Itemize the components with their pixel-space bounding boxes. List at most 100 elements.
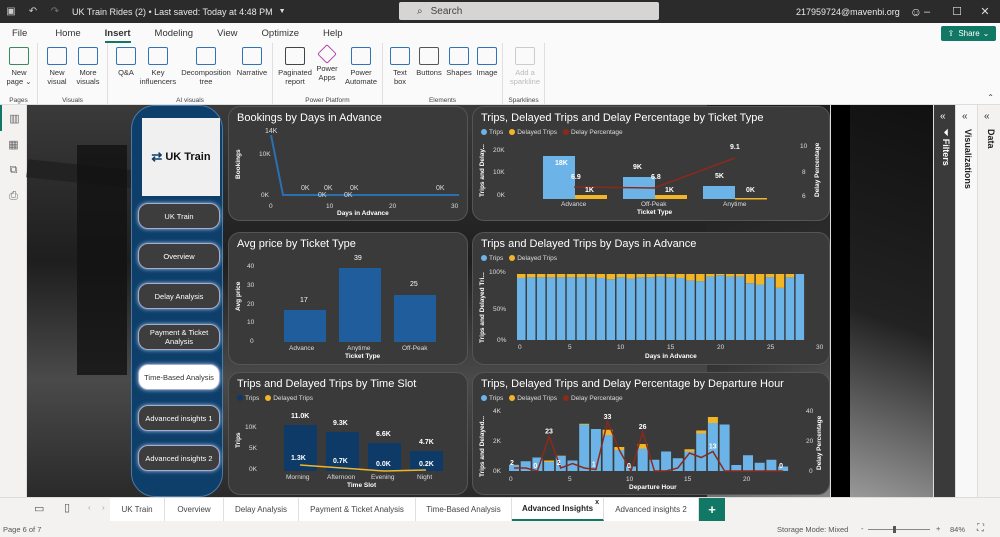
search-input[interactable]: ⌕ Search <box>399 2 659 20</box>
menu-insert[interactable]: Insert <box>93 28 143 43</box>
dax-query-icon[interactable]: ⎙ <box>9 189 18 202</box>
chart-title: Trips, Delayed Trips and Delay Percentag… <box>481 112 764 124</box>
filter-icon: ⏷ <box>941 129 951 139</box>
add-page-button[interactable]: + <box>699 498 725 521</box>
save-icon[interactable]: ▣ <box>6 6 16 17</box>
nav-button-overview[interactable]: Overview <box>138 243 220 269</box>
svg-text:0: 0 <box>779 463 783 470</box>
svg-text:0: 0 <box>533 463 537 470</box>
mobile-layout-icon[interactable]: ▯ <box>64 502 71 514</box>
account[interactable]: 217959724@mavenbi.org ☺ <box>796 4 922 19</box>
tab-uk-train[interactable]: UK Train <box>110 498 165 521</box>
tab-overview[interactable]: Overview <box>165 498 224 521</box>
text-box-button[interactable]: Text box <box>387 47 413 86</box>
ribbon-group-visuals: New visual More visuals Visuals <box>38 43 108 105</box>
chart-trips-delay-by-ticket-type[interactable]: Trips, Delayed Trips and Delay Percentag… <box>472 106 830 221</box>
add-sparkline-button[interactable]: Add a sparkline <box>507 47 543 86</box>
redo-icon[interactable]: ↷ <box>50 6 60 17</box>
more-visuals-icon <box>78 47 98 65</box>
chart-legend: Trips Delayed Trips Delay Percentage <box>481 395 623 402</box>
fit-to-page-icon[interactable]: ⛶ <box>977 523 984 534</box>
model-view-icon[interactable]: ⧉ <box>9 163 18 176</box>
chart-title: Trips and Delayed Trips by Time Slot <box>237 378 417 390</box>
collapse-ribbon-icon[interactable]: ⌃ <box>987 93 994 102</box>
menu-help[interactable]: Help <box>323 27 343 39</box>
expand-filters-icon[interactable]: « <box>940 111 946 122</box>
zoom-in-button[interactable]: + <box>936 524 941 533</box>
new-visual-button[interactable]: New visual <box>44 47 70 86</box>
expand-data-icon[interactable]: « <box>984 111 990 122</box>
undo-icon[interactable]: ↶ <box>28 6 38 17</box>
chart-legend: Trips Delayed Trips <box>237 395 313 402</box>
ribbon-group-power-platform: Paginated report Power Apps Power Automa… <box>273 43 383 105</box>
close-tab-icon[interactable]: x <box>595 499 599 506</box>
tab-advanced-insights[interactable]: Advanced Insights x <box>512 498 604 521</box>
uk-train-logo: ⇄ UK Train <box>142 118 220 196</box>
power-automate-button[interactable]: Power Automate <box>341 47 381 86</box>
table-view-icon[interactable]: ▦ <box>8 138 19 151</box>
shapes-icon <box>449 47 469 65</box>
menu-modeling[interactable]: Modeling <box>154 27 194 39</box>
maximize-button[interactable]: ☐ <box>952 6 962 18</box>
paginated-report-button[interactable]: Paginated report <box>277 47 313 86</box>
stacked-bar-plot <box>517 274 805 340</box>
image-button[interactable]: Image <box>473 47 501 77</box>
svg-text:1: 1 <box>592 462 596 469</box>
nav-button-uk-train[interactable]: UK Train <box>138 203 220 229</box>
share-button[interactable]: ⇪ Share ⌄ <box>941 26 996 41</box>
qa-button[interactable]: Q&A <box>114 47 138 77</box>
key-influencers-button[interactable]: Key influencers <box>138 47 178 86</box>
chart-title: Avg price by Ticket Type <box>237 238 356 250</box>
power-apps-button[interactable]: Power Apps <box>313 44 341 82</box>
tab-advanced-insights-2[interactable]: Advanced insights 2 <box>604 498 699 521</box>
more-visuals-button[interactable]: More visuals <box>72 47 104 86</box>
menu-home[interactable]: Home <box>55 27 81 39</box>
prev-page-icon[interactable]: ‹ <box>88 503 91 512</box>
buttons-button[interactable]: Buttons <box>413 47 445 77</box>
expand-visualizations-icon[interactable]: « <box>962 111 968 122</box>
decomposition-tree-button[interactable]: Decomposition tree <box>178 47 234 86</box>
svg-text:33: 33 <box>604 414 612 421</box>
nav-button-advanced-insights-1[interactable]: Advanced insights 1 <box>138 405 220 431</box>
tab-time-based-analysis[interactable]: Time-Based Analysis <box>416 498 512 521</box>
next-page-icon[interactable]: › <box>102 503 105 512</box>
storage-mode: Storage Mode: Mixed <box>777 525 849 534</box>
narrative-button[interactable]: Narrative <box>234 47 270 77</box>
menu-file[interactable]: File <box>12 27 28 39</box>
report-view-icon[interactable]: ▥ <box>0 105 27 131</box>
document-title[interactable]: UK Train Rides (2) • Last saved: Today a… <box>72 6 273 17</box>
paginated-report-icon <box>285 47 305 65</box>
chart-bookings-by-days[interactable]: Bookings by Days in Advance 10K 0K Booki… <box>228 106 468 221</box>
zoom-out-button[interactable]: - <box>861 524 864 533</box>
chart-trips-delayed-by-days-in-advance[interactable]: Trips and Delayed Trips by Days in Advan… <box>472 232 830 365</box>
visualizations-pane[interactable]: « Visualizations <box>955 105 977 497</box>
nav-button-delay-analysis[interactable]: Delay Analysis <box>138 283 220 309</box>
filters-pane[interactable]: « ⏷ Filters <box>933 105 955 497</box>
ribbon-group-ai-visuals: Q&A Key influencers Decomposition tree N… <box>108 43 273 105</box>
minimize-button[interactable]: – <box>923 5 931 18</box>
buttons-icon <box>419 47 439 65</box>
tab-delay-analysis[interactable]: Delay Analysis <box>224 498 299 521</box>
menu-optimize[interactable]: Optimize <box>261 27 299 39</box>
data-pane[interactable]: « Data <box>977 105 1000 497</box>
chart-avg-price-by-ticket-type[interactable]: Avg price by Ticket Type Avg price 40 30… <box>228 232 468 365</box>
nav-button-time-based-analysis[interactable]: Time-Based Analysis <box>138 364 220 390</box>
share-icon: ⇪ <box>947 29 955 38</box>
ribbon: New page ⌄ Pages New visual More visuals… <box>0 43 1000 105</box>
menu-view[interactable]: View <box>217 27 238 39</box>
combo-plot: 2 0 23 2 1 33 0 26 13 0 <box>509 414 789 473</box>
chart-trips-delayed-by-time-slot[interactable]: Trips and Delayed Trips by Time Slot Tri… <box>228 372 468 495</box>
nav-button-payment-ticket-analysis[interactable]: Payment & Ticket Analysis <box>138 324 220 350</box>
new-page-icon <box>9 47 29 65</box>
desktop-layout-icon[interactable]: ▭ <box>34 503 45 515</box>
nav-button-advanced-insights-2[interactable]: Advanced insights 2 <box>138 445 220 471</box>
new-page-button[interactable]: New page ⌄ <box>4 47 34 86</box>
chart-legend: Trips Delayed Trips <box>481 255 557 262</box>
title-dropdown-icon[interactable]: ▼ <box>278 8 286 15</box>
chart-trips-delay-by-departure-hour[interactable]: Trips, Delayed Trips and Delay Percentag… <box>472 372 830 495</box>
shapes-button[interactable]: Shapes <box>445 47 473 77</box>
close-button[interactable]: ✕ <box>980 6 990 18</box>
avatar-icon[interactable]: ☺ <box>909 4 922 19</box>
tab-payment-ticket-analysis[interactable]: Payment & Ticket Analysis <box>299 498 416 521</box>
zoom-slider[interactable] <box>868 526 930 533</box>
